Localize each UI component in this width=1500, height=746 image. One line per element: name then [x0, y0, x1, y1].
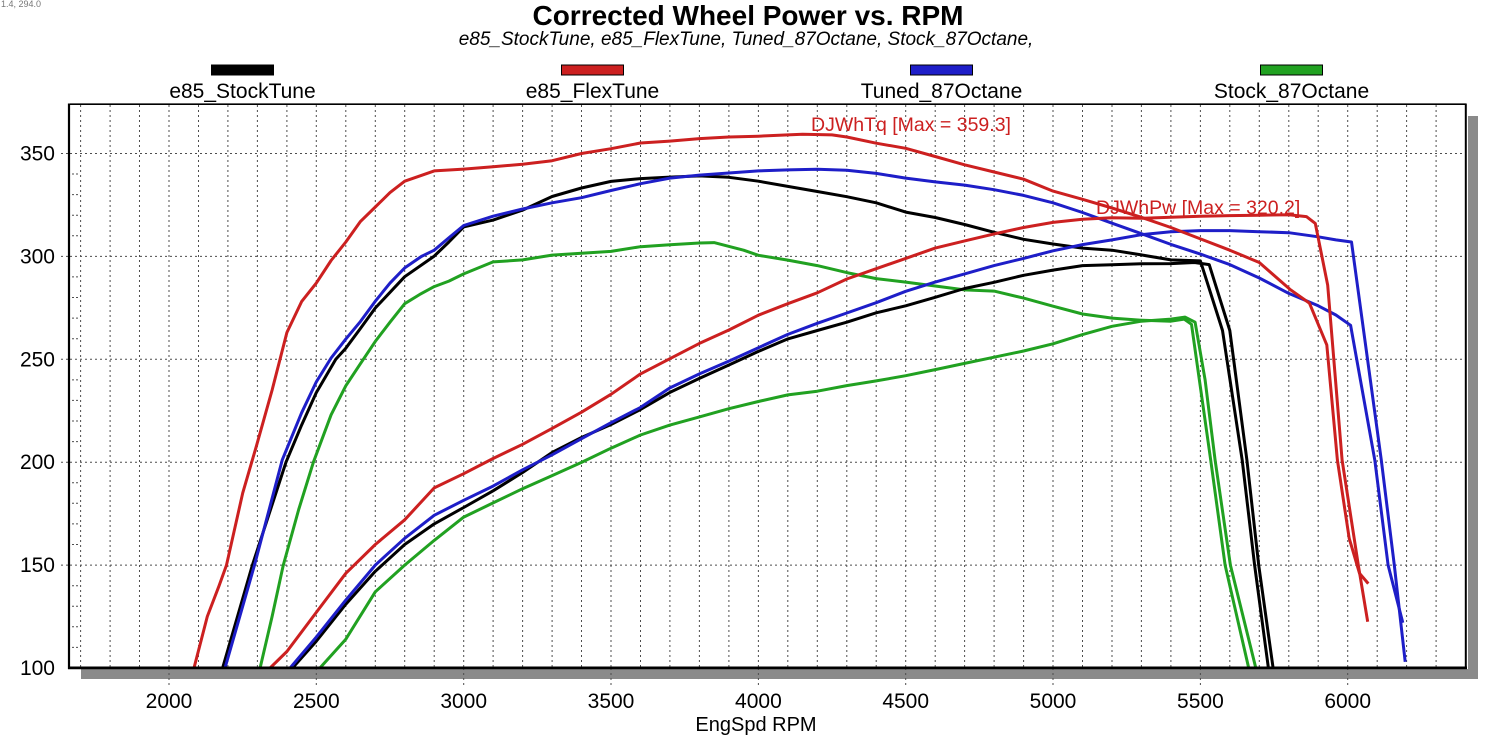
svg-text:DJWhPw [Max = 320.2]: DJWhPw [Max = 320.2] [1096, 197, 1300, 219]
svg-text:300: 300 [20, 245, 55, 268]
svg-text:EngSpd RPM: EngSpd RPM [695, 714, 816, 736]
svg-text:1.4, 294.0: 1.4, 294.0 [1, 0, 41, 9]
svg-text:e85_StockTune: e85_StockTune [169, 80, 315, 103]
svg-text:3000: 3000 [440, 690, 487, 713]
svg-text:Stock_87Octane: Stock_87Octane [1214, 80, 1369, 103]
svg-text:350: 350 [20, 143, 55, 166]
svg-text:4000: 4000 [735, 690, 782, 713]
svg-text:e85_FlexTune: e85_FlexTune [526, 80, 659, 103]
svg-text:100: 100 [20, 657, 55, 680]
svg-text:5000: 5000 [1030, 690, 1077, 713]
svg-text:Tuned_87Octane: Tuned_87Octane [861, 80, 1023, 103]
svg-text:2500: 2500 [293, 690, 340, 713]
svg-text:3500: 3500 [588, 690, 635, 713]
svg-text:200: 200 [20, 451, 55, 474]
svg-text:2000: 2000 [146, 690, 193, 713]
svg-text:DJWhTq [Max = 359.3]: DJWhTq [Max = 359.3] [811, 114, 1011, 136]
svg-text:5500: 5500 [1177, 690, 1224, 713]
svg-text:e85_StockTune, e85_FlexTune, T: e85_StockTune, e85_FlexTune, Tuned_87Oct… [459, 29, 1034, 50]
svg-text:4500: 4500 [882, 690, 929, 713]
svg-text:6000: 6000 [1324, 690, 1371, 713]
svg-text:Corrected Wheel Power vs. RPM: Corrected Wheel Power vs. RPM [532, 0, 963, 31]
svg-text:250: 250 [20, 348, 55, 371]
svg-text:150: 150 [20, 554, 55, 577]
